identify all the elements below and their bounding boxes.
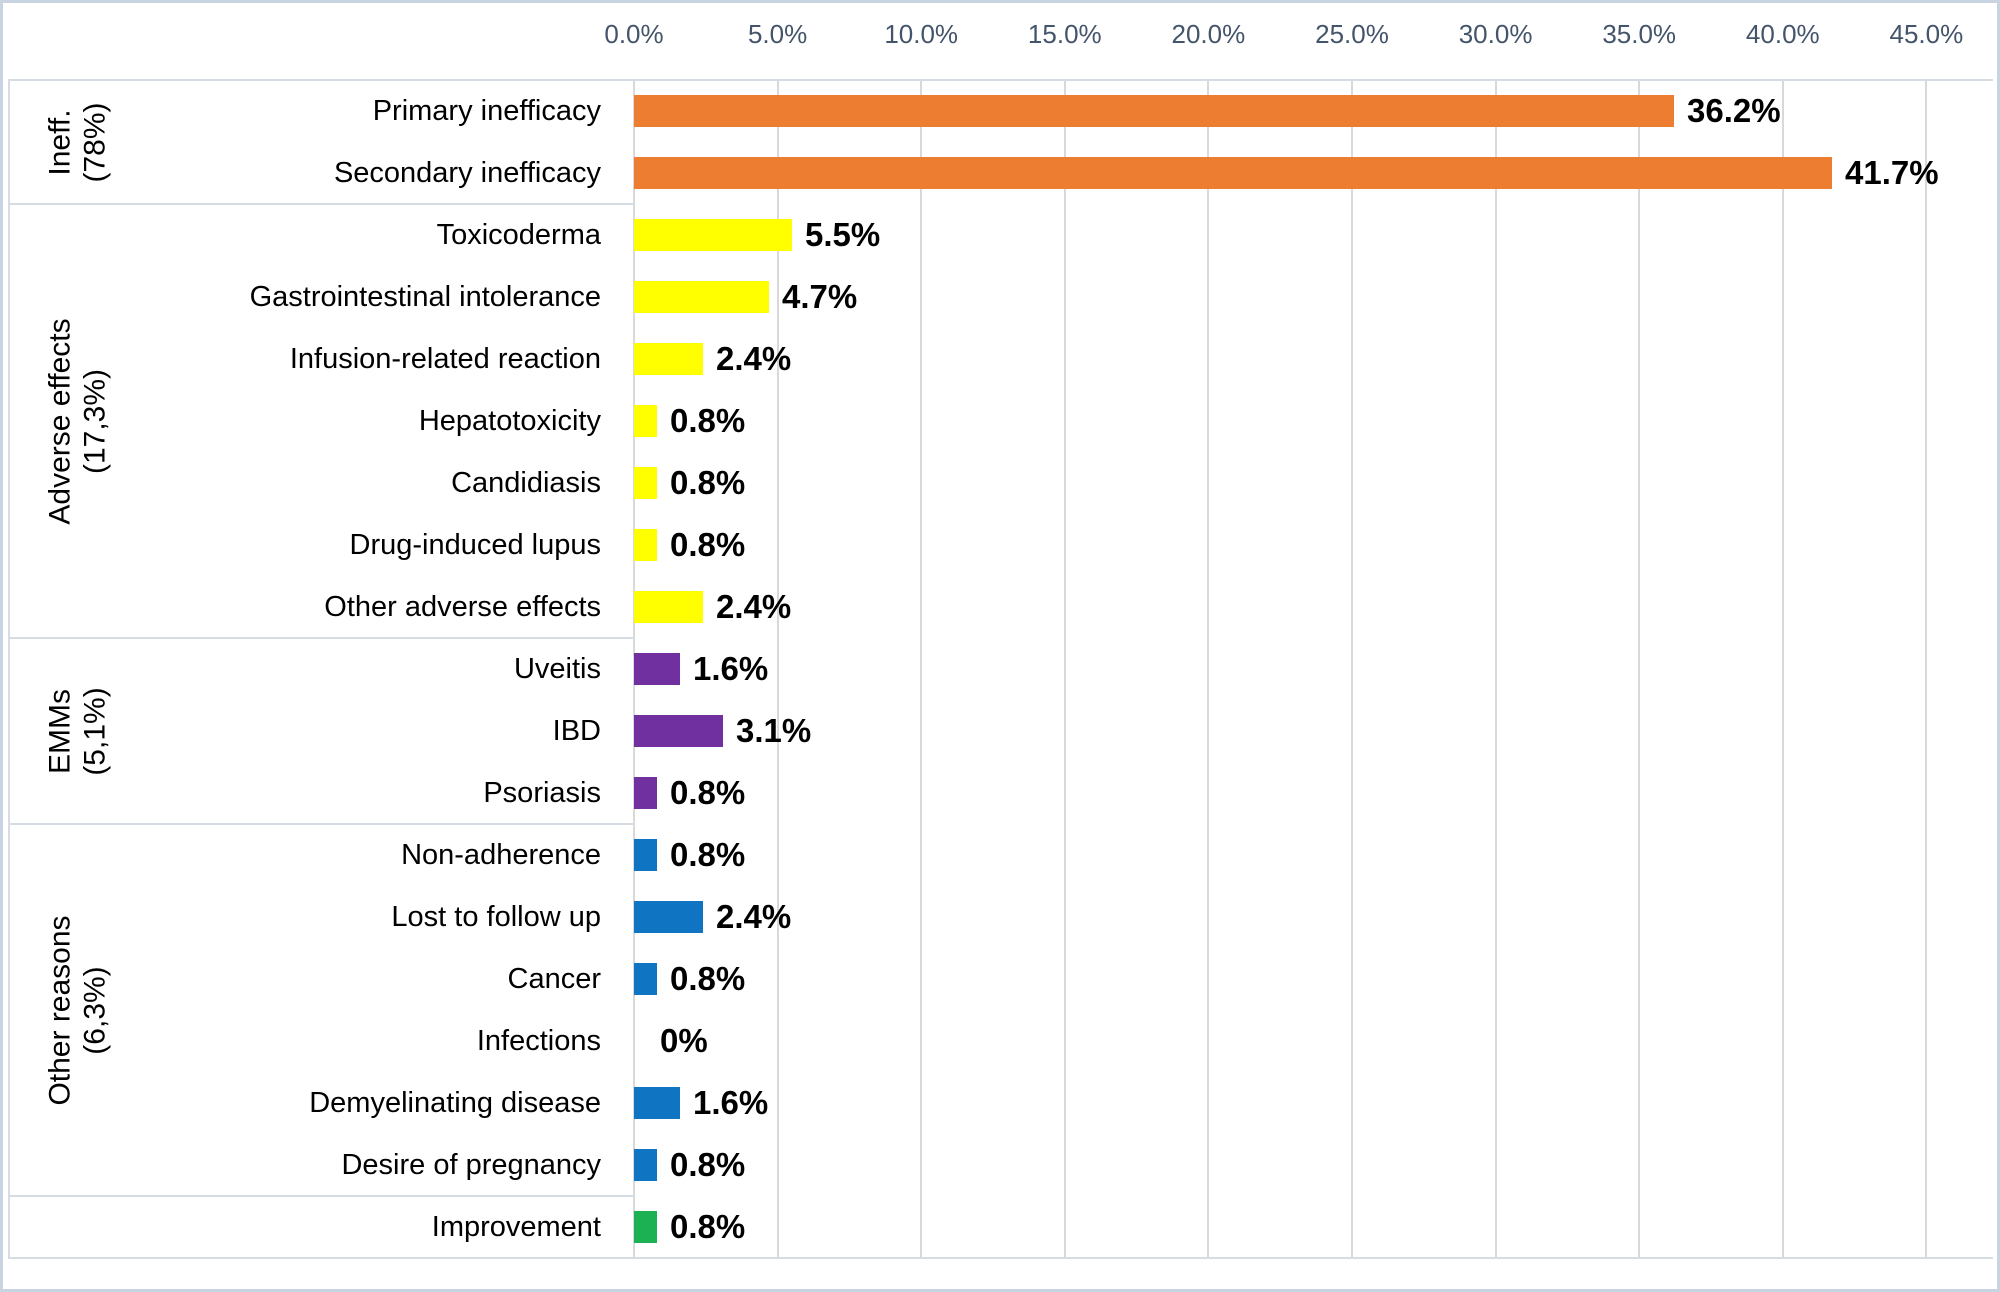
bar — [634, 591, 703, 623]
value-label: 4.7% — [782, 278, 858, 315]
category-label: Primary inefficacy — [372, 95, 601, 127]
group-separator — [8, 203, 634, 205]
gridline — [1207, 80, 1210, 1258]
category-label: IBD — [552, 715, 601, 747]
bar — [634, 963, 657, 995]
group-separator — [8, 823, 634, 825]
gridline — [1638, 80, 1641, 1258]
group-label: Other reasons (6,3%) — [18, 824, 138, 1196]
category-label: Uveitis — [513, 653, 601, 685]
gridline — [1925, 80, 1928, 1258]
value-label: 3.1% — [736, 712, 812, 749]
bar — [634, 1149, 657, 1181]
bar — [634, 219, 792, 251]
category-label: Toxicoderma — [436, 219, 601, 251]
group-label-text: Adverse effects (17,3%) — [43, 317, 112, 525]
category-label: Desire of pregnancy — [341, 1149, 601, 1181]
label-column-left-border — [8, 80, 10, 1258]
plot-bottom-border — [8, 1257, 1993, 1259]
bar — [634, 901, 703, 933]
category-label: Secondary inefficacy — [333, 157, 601, 189]
group-label-text: EMMs (5,1%) — [43, 686, 111, 776]
x-axis-tick-label: 10.0% — [884, 19, 959, 49]
x-axis-tick-label: 15.0% — [1027, 19, 1102, 49]
x-axis-tick-label: 20.0% — [1171, 19, 1246, 49]
gridline — [1063, 80, 1066, 1258]
bar — [634, 343, 703, 375]
category-label: Lost to follow up — [391, 901, 601, 933]
bar — [634, 1087, 680, 1119]
category-label: Infections — [476, 1025, 601, 1057]
gridline — [1351, 80, 1353, 1258]
group-label: Ineff. (78%) — [18, 80, 138, 204]
x-axis-tick-label: 40.0% — [1745, 19, 1820, 49]
gridline — [1781, 80, 1784, 1258]
bar — [634, 715, 723, 747]
bar — [634, 405, 657, 437]
bar — [634, 839, 657, 871]
x-axis-tick-label: 0.0% — [604, 19, 664, 49]
group-label: Adverse effects (17,3%) — [18, 204, 138, 638]
group-label-text: Ineff. (78%) — [43, 101, 112, 183]
category-label: Improvement — [431, 1211, 601, 1243]
x-axis-tick-label: 30.0% — [1458, 19, 1533, 49]
category-label: Demyelinating disease — [309, 1087, 601, 1119]
x-axis-tick-label: 25.0% — [1315, 19, 1389, 49]
bar — [634, 467, 657, 499]
gridline — [776, 80, 779, 1258]
value-label: 0.8% — [670, 836, 746, 873]
bar — [634, 1211, 657, 1243]
group-label: EMMs (5,1%) — [18, 638, 138, 824]
value-label: 36.2% — [1687, 92, 1781, 129]
value-label: 2.4% — [716, 588, 792, 625]
bar — [634, 777, 657, 809]
value-label: 0.8% — [670, 464, 746, 501]
category-label: Gastrointestinal intolerance — [249, 281, 601, 313]
group-label-text: Other reasons (6,3%) — [43, 914, 112, 1106]
bar — [634, 529, 657, 561]
value-label: 0% — [660, 1022, 708, 1059]
value-label: 41.7% — [1845, 154, 1939, 191]
bar — [634, 281, 769, 313]
value-label: 0.8% — [670, 526, 746, 563]
group-separator — [8, 637, 634, 639]
bar — [634, 653, 680, 685]
category-label: Infusion-related reaction — [289, 343, 601, 375]
category-label: Hepatotoxicity — [418, 405, 601, 437]
value-label: 0.8% — [670, 960, 746, 997]
x-axis-tick-label: 45.0% — [1889, 19, 1964, 49]
category-label: Other adverse effects — [324, 591, 601, 623]
category-label: Drug-induced lupus — [349, 529, 601, 561]
plot-top-border — [8, 79, 1993, 81]
value-label: 1.6% — [693, 1084, 769, 1121]
x-axis-tick-label: 35.0% — [1602, 19, 1677, 49]
gridline — [1494, 80, 1497, 1258]
value-label: 2.4% — [716, 898, 792, 935]
category-label: Candidiasis — [451, 467, 601, 499]
value-label: 0.8% — [670, 402, 746, 439]
category-label: Psoriasis — [483, 777, 601, 809]
value-label: 0.8% — [670, 1208, 746, 1245]
value-label: 0.8% — [670, 1146, 746, 1183]
gridline — [920, 80, 923, 1258]
x-axis-tick-label: 5.0% — [747, 19, 808, 49]
value-label: 2.4% — [716, 340, 792, 377]
value-label: 5.5% — [805, 216, 881, 253]
category-label: Non-adherence — [401, 839, 601, 871]
category-label: Cancer — [507, 963, 602, 995]
value-label: 1.6% — [693, 650, 769, 687]
value-label: 0.8% — [670, 774, 746, 811]
bar — [634, 157, 1832, 189]
group-separator — [8, 1195, 634, 1197]
bar — [634, 95, 1674, 127]
